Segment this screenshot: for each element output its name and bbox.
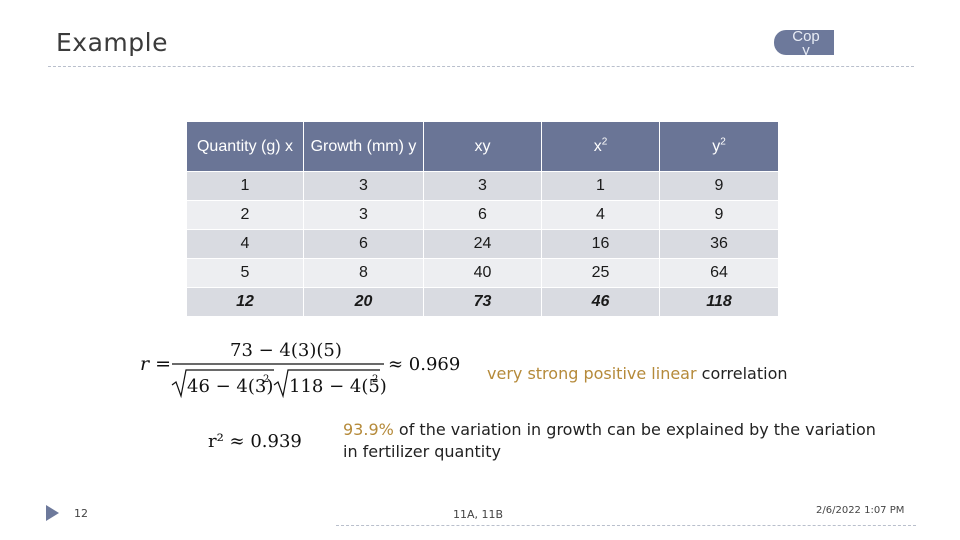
table-cell: 4 <box>186 229 304 259</box>
table-cell: 16 <box>541 229 660 259</box>
variation-percent: 93.9% <box>343 420 394 439</box>
r-denom-a: 46 − 4(3) <box>187 376 273 397</box>
header-quantity-label: Quantity (g) x <box>196 138 294 155</box>
table-total-row: 12 20 73 46 118 <box>186 287 779 317</box>
r-denom-b: 118 − 4(5) <box>289 376 387 397</box>
table-cell: 5 <box>186 258 304 288</box>
variation-statement: 93.9% of the variation in growth can be … <box>343 419 883 463</box>
correlation-strength: very strong positive linear <box>487 364 697 383</box>
table-row: 1 3 3 1 9 <box>186 171 779 201</box>
table-cell: 9 <box>659 171 779 201</box>
total-cell: 118 <box>659 287 779 317</box>
table-cell: 3 <box>303 200 424 230</box>
r-denom-b-exp: 2 <box>372 374 378 385</box>
variation-text: of the variation in growth can be explai… <box>343 420 876 461</box>
table-cell: 1 <box>186 171 304 201</box>
header-x-squared-label: x2 <box>593 136 608 155</box>
table-cell: 2 <box>186 200 304 230</box>
r-formula: r = 73 − 4(3)(5) 46 − 4(3) 2 118 − 4(5) … <box>140 340 460 399</box>
total-cell: 73 <box>423 287 542 317</box>
table-cell: 9 <box>659 200 779 230</box>
footer-class-label: 11A, 11B <box>453 508 504 521</box>
header-quantity: Quantity (g) x <box>186 121 304 172</box>
table-header-row: Quantity (g) x Growth (mm) y xy x2 y2 <box>186 121 779 172</box>
total-cell: 20 <box>303 287 424 317</box>
table-cell: 64 <box>659 258 779 288</box>
footer-arrow-icon <box>46 505 59 521</box>
table-cell: 4 <box>541 200 660 230</box>
table-cell: 3 <box>303 171 424 201</box>
table-cell: 24 <box>423 229 542 259</box>
footer-date: 2/6/2022 1:07 PM <box>816 505 905 516</box>
table-cell: 40 <box>423 258 542 288</box>
r-lhs: r = <box>140 353 171 375</box>
header-growth: Growth (mm) y <box>303 121 424 172</box>
table-cell: 8 <box>303 258 424 288</box>
r-denom-a-exp: 2 <box>263 374 269 385</box>
page-number: 12 <box>74 507 88 520</box>
footer-divider <box>336 525 916 526</box>
table-cell: 3 <box>423 171 542 201</box>
table-cell: 1 <box>541 171 660 201</box>
table-row: 2 3 6 4 9 <box>186 200 779 230</box>
copy-button-label: Copy <box>792 30 820 55</box>
correlation-suffix: correlation <box>701 364 788 383</box>
header-x-squared: x2 <box>541 121 660 172</box>
exponent: 2 <box>720 136 726 148</box>
table-cell: 36 <box>659 229 779 259</box>
total-cell: 46 <box>541 287 660 317</box>
table-cell: 6 <box>303 229 424 259</box>
slide-title: Example <box>56 28 168 57</box>
table-cell: 6 <box>423 200 542 230</box>
total-cell: 12 <box>186 287 304 317</box>
table-row: 4 6 24 16 36 <box>186 229 779 259</box>
header-growth-label: Growth (mm) y <box>310 138 417 155</box>
header-y-squared: y2 <box>659 121 779 172</box>
copy-button[interactable]: Copy <box>774 30 834 55</box>
r-squared-result: r² ≈ 0.939 <box>208 431 302 452</box>
table-cell: 25 <box>541 258 660 288</box>
exponent: 2 <box>601 136 608 148</box>
r-numerator: 73 − 4(3)(5) <box>230 340 342 361</box>
header-xy: xy <box>423 121 542 172</box>
header-xy-label: xy <box>474 138 491 155</box>
data-table: Quantity (g) x Growth (mm) y xy x2 y2 1 … <box>186 121 779 317</box>
sqrt-sign-2 <box>273 369 380 399</box>
table-row: 5 8 40 25 64 <box>186 258 779 288</box>
sqrt-sign-1 <box>171 369 274 399</box>
correlation-statement: very strong positive linear correlation <box>487 364 788 383</box>
r-result: ≈ 0.969 <box>388 354 460 375</box>
title-divider <box>48 66 914 67</box>
r-squared-formula: r² ≈ 0.939 <box>208 431 302 452</box>
header-y-squared-label: y2 <box>712 136 726 155</box>
